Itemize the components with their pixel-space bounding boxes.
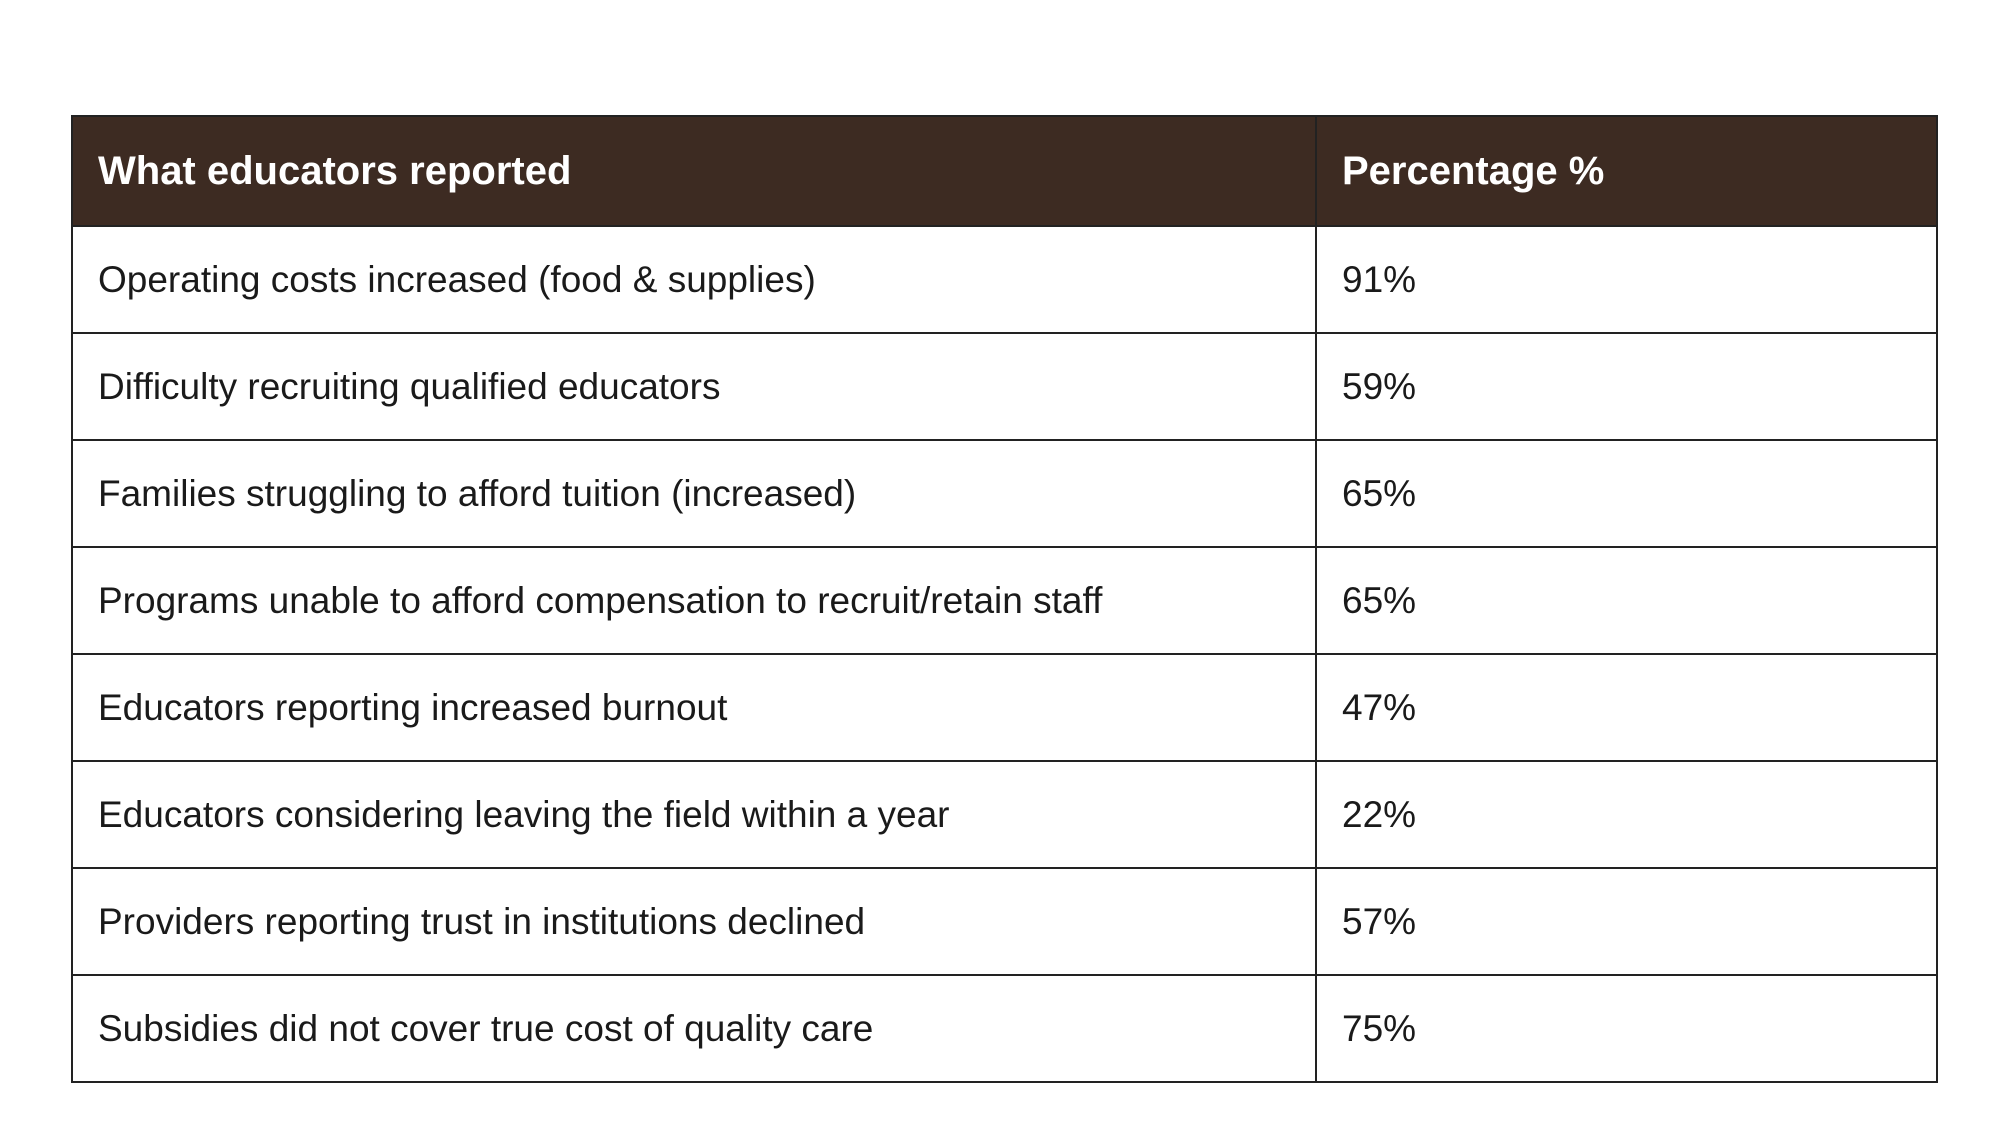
row-label-cell: Families struggling to afford tuition (i…: [71, 439, 1317, 548]
table-row: Educators reporting increased burnout 47%: [71, 653, 1938, 762]
table-row: Programs unable to afford compensation t…: [71, 546, 1938, 655]
table-row: Difficulty recruiting qualified educator…: [71, 332, 1938, 441]
survey-results-table: What educators reported Percentage % Ope…: [71, 115, 1938, 1083]
row-label-cell: Providers reporting trust in institution…: [71, 867, 1317, 976]
table-row: Providers reporting trust in institution…: [71, 867, 1938, 976]
table-row: Operating costs increased (food & suppli…: [71, 225, 1938, 334]
row-label-cell: Operating costs increased (food & suppli…: [71, 225, 1317, 334]
table-row: Families struggling to afford tuition (i…: [71, 439, 1938, 548]
row-percentage-cell: 65%: [1315, 439, 1938, 548]
column-header-percentage: Percentage %: [1315, 115, 1938, 227]
row-percentage-cell: 75%: [1315, 974, 1938, 1083]
row-percentage-cell: 57%: [1315, 867, 1938, 976]
row-percentage-cell: 59%: [1315, 332, 1938, 441]
column-header-finding: What educators reported: [71, 115, 1317, 227]
table-row: Educators considering leaving the field …: [71, 760, 1938, 869]
table-body: Operating costs increased (food & suppli…: [71, 225, 1938, 1083]
row-percentage-cell: 47%: [1315, 653, 1938, 762]
survey-results-table-figure: What educators reported Percentage % Ope…: [71, 115, 1938, 1083]
table-row: Subsidies did not cover true cost of qua…: [71, 974, 1938, 1083]
row-percentage-cell: 65%: [1315, 546, 1938, 655]
row-label-cell: Programs unable to afford compensation t…: [71, 546, 1317, 655]
row-label-cell: Educators considering leaving the field …: [71, 760, 1317, 869]
row-label-cell: Difficulty recruiting qualified educator…: [71, 332, 1317, 441]
row-percentage-cell: 91%: [1315, 225, 1938, 334]
table-header: What educators reported Percentage %: [71, 115, 1938, 227]
row-label-cell: Subsidies did not cover true cost of qua…: [71, 974, 1317, 1083]
row-percentage-cell: 22%: [1315, 760, 1938, 869]
header-row: What educators reported Percentage %: [71, 115, 1938, 227]
row-label-cell: Educators reporting increased burnout: [71, 653, 1317, 762]
